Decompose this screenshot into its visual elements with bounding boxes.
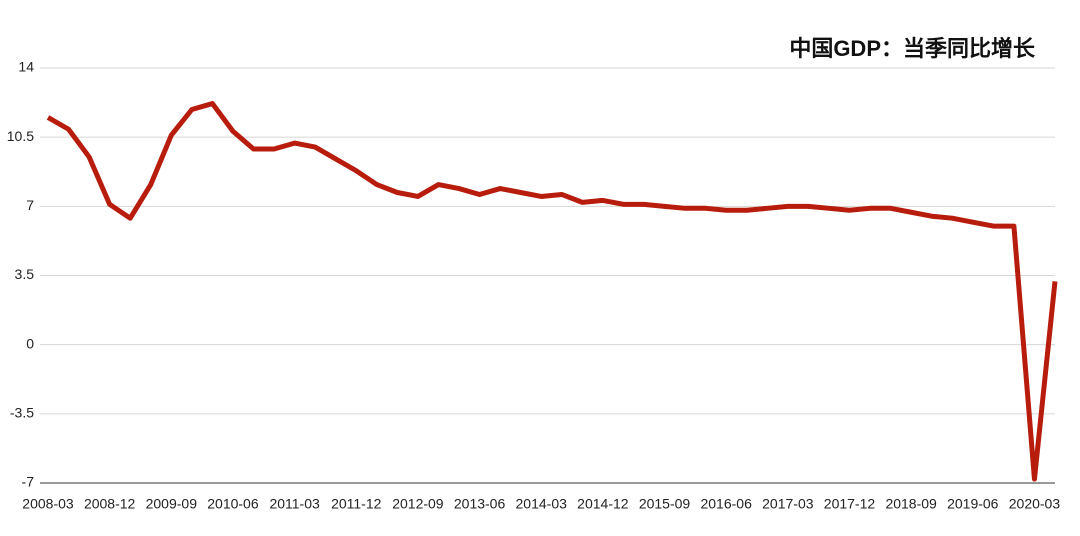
x-tick-label: 2014-12 [577,496,629,512]
x-tick-label: 2010-06 [207,496,259,512]
x-tick-label: 2016-06 [700,496,752,512]
x-tick-label: 2012-09 [392,496,444,512]
x-tick-label: 2019-06 [947,496,999,512]
chart-title: 中国GDP：当季同比增长 [789,36,1036,61]
x-tick-label: 2017-03 [762,496,814,512]
x-tick-label: 2008-03 [22,496,74,512]
y-tick-label: -7 [22,474,35,490]
x-tick-label: 2020-03 [1009,496,1061,512]
x-tick-label: 2017-12 [824,496,876,512]
data-line [46,101,1058,482]
x-tick-label: 2011-12 [331,496,382,512]
x-tick-label: 2015-09 [639,496,691,512]
y-tick-label: 10.5 [7,128,34,144]
x-tick-label: 2018-09 [885,496,937,512]
x-tick-label: 2014-03 [516,496,568,512]
y-tick-label: 7 [26,197,34,213]
x-tick-label: 2009-09 [146,496,198,512]
x-tick-label: 2011-03 [269,496,320,512]
y-tick-label: 0 [26,335,34,351]
y-tick-label: 14 [18,59,34,75]
y-tick-label: -3.5 [10,405,34,421]
x-tick-label: 2013-06 [454,496,506,512]
x-tick-label: 2008-12 [84,496,136,512]
y-tick-label: 3.5 [15,266,35,282]
